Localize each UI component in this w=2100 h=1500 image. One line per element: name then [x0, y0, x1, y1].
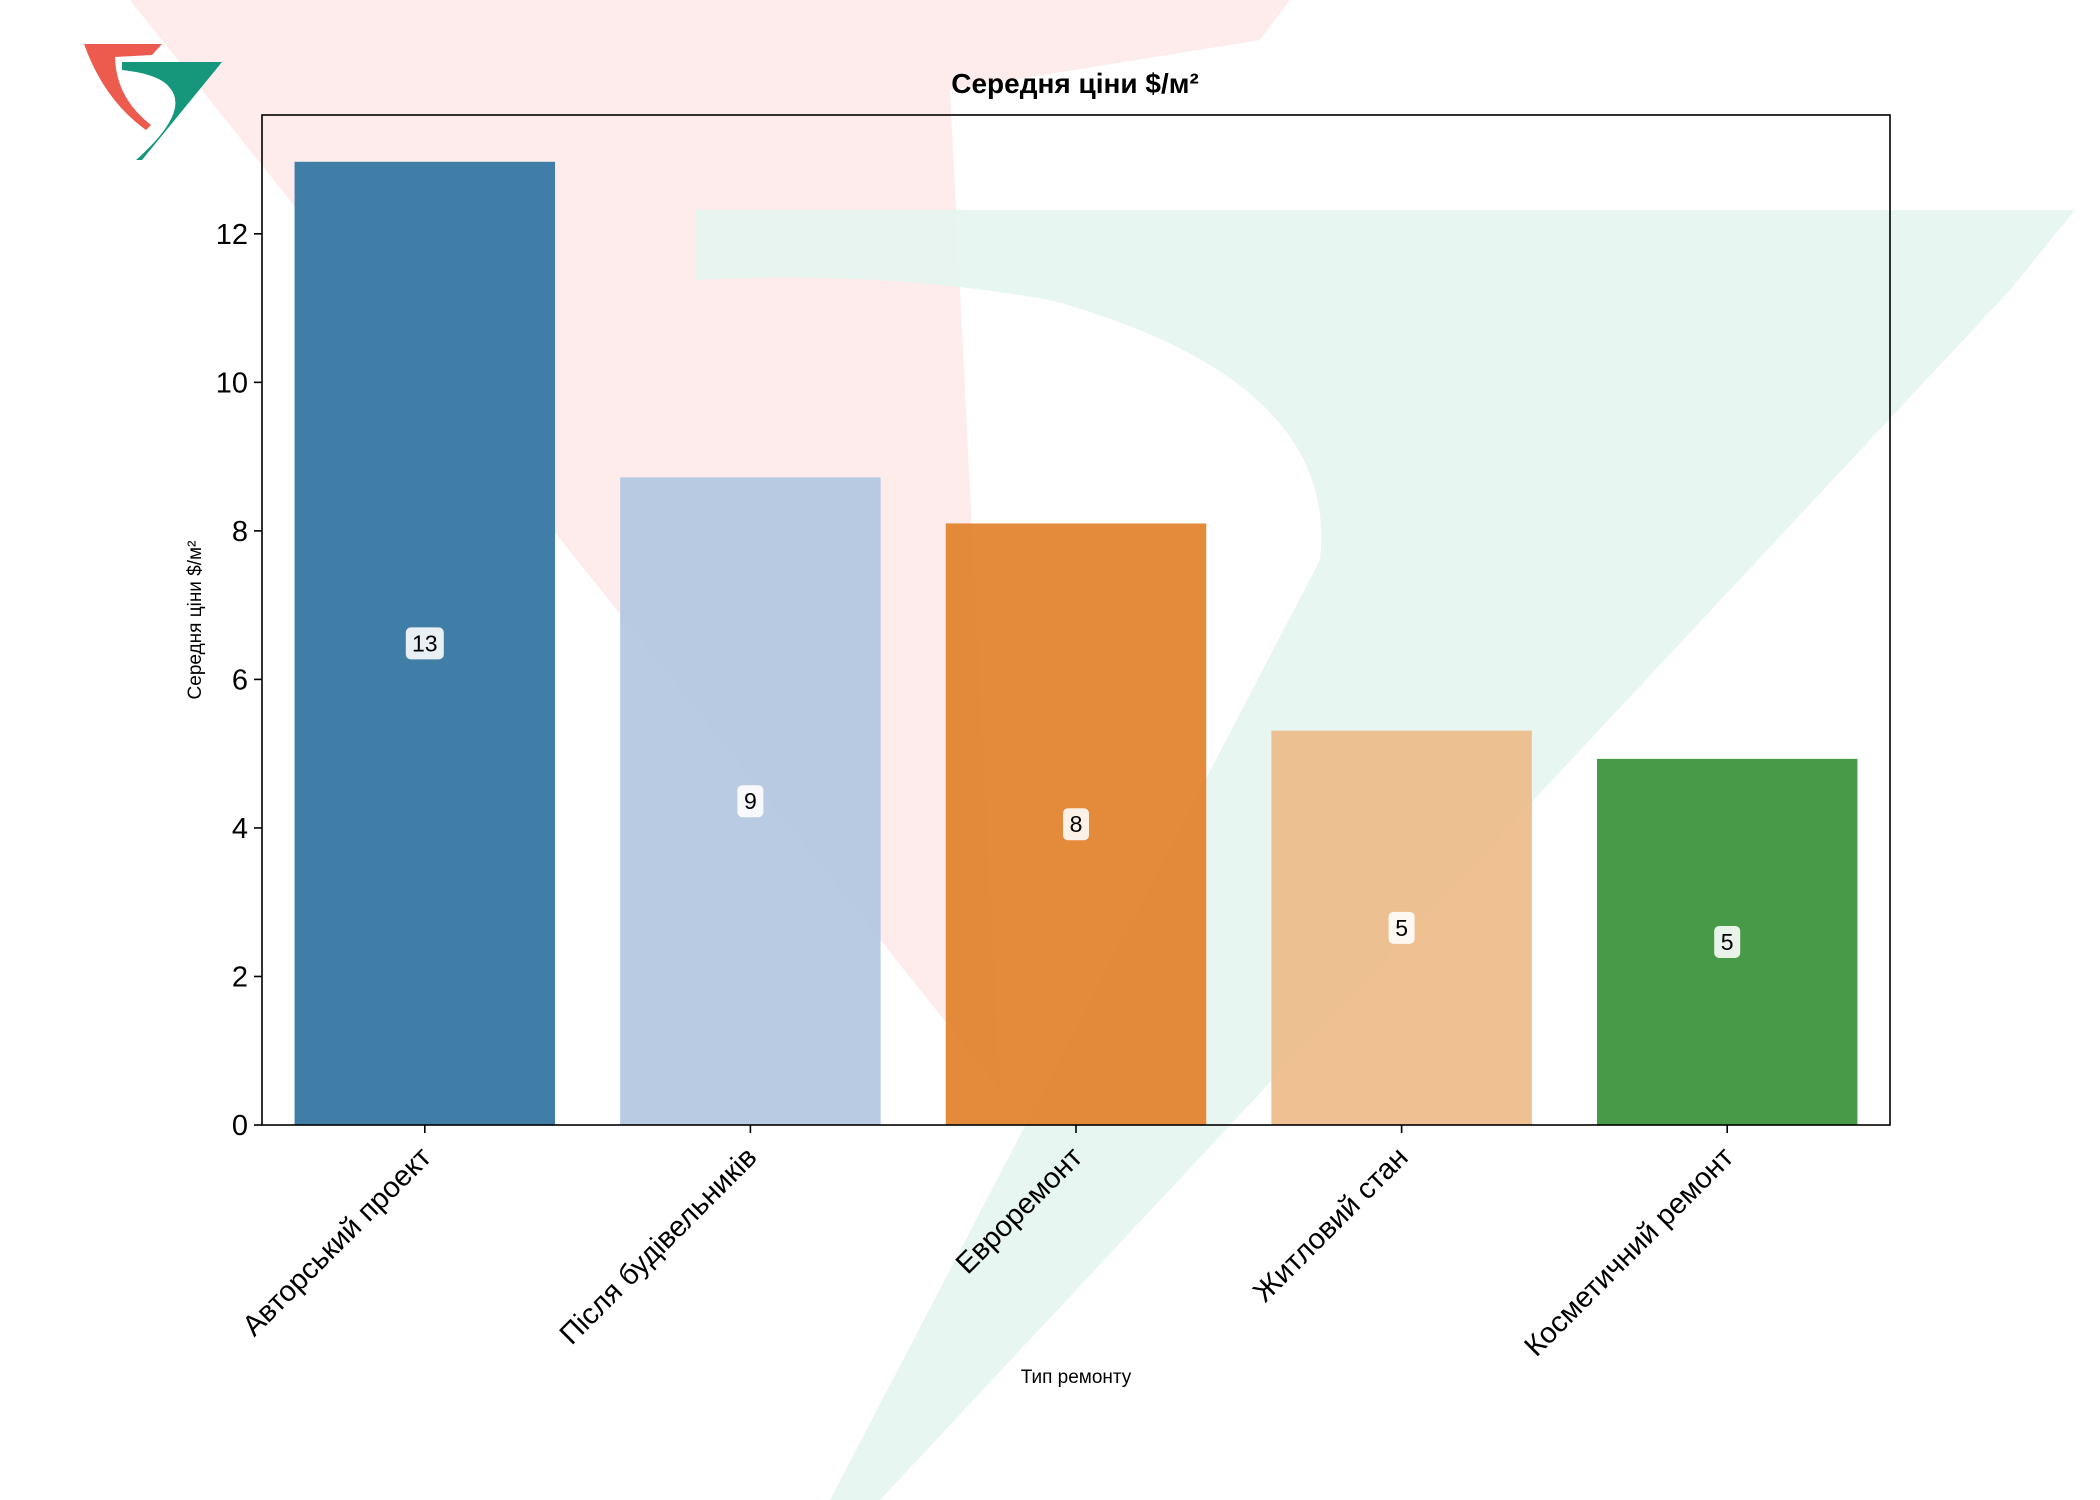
x-tick-label-4: Косметичний ремонт: [1519, 1141, 1741, 1363]
plot-frame: [261, 114, 1891, 1126]
logo-red-mark: [84, 44, 162, 130]
y-tick-label-3: 6: [232, 664, 248, 696]
x-tick-label-1: Після будівельників: [554, 1141, 764, 1351]
bar-value-box-1: [737, 785, 764, 818]
bar-value-box-0: [405, 627, 444, 660]
bar-value-label-0: 13: [412, 630, 438, 656]
logo-green-mark: [122, 62, 222, 160]
x-tick-label-3: Житловий стан: [1247, 1141, 1414, 1308]
y-tick-label-2: 4: [232, 813, 248, 845]
bar-value-label-3: 5: [1395, 915, 1408, 941]
bar-value-label-2: 8: [1070, 811, 1083, 837]
logo-icon: [84, 44, 222, 160]
x-tick-label-0: Авторський проект: [237, 1141, 438, 1342]
y-tick-label-1: 2: [232, 961, 248, 993]
bar-value-box-4: [1714, 925, 1741, 958]
y-tick-label-6: 12: [216, 219, 248, 251]
bars-layer: 13 9 8 5 5: [294, 161, 1858, 1126]
bar-value-box-2: [1063, 808, 1089, 841]
y-tick-label-0: 0: [232, 1110, 248, 1142]
bar-value-box-3: [1388, 911, 1415, 944]
bar-value-label-4: 5: [1721, 929, 1734, 955]
y-axis: 0 2 4 6 8 10 12: [216, 219, 262, 1142]
x-axis-label: Тип ремонту: [1021, 1367, 1132, 1388]
bar-value-label-1: 9: [744, 788, 757, 814]
y-axis-label: Середня ціни $/м²: [185, 541, 206, 700]
y-tick-label-4: 8: [232, 516, 248, 548]
chart-title: Середня ціни $/м²: [951, 68, 1199, 99]
y-tick-label-5: 10: [216, 367, 248, 399]
